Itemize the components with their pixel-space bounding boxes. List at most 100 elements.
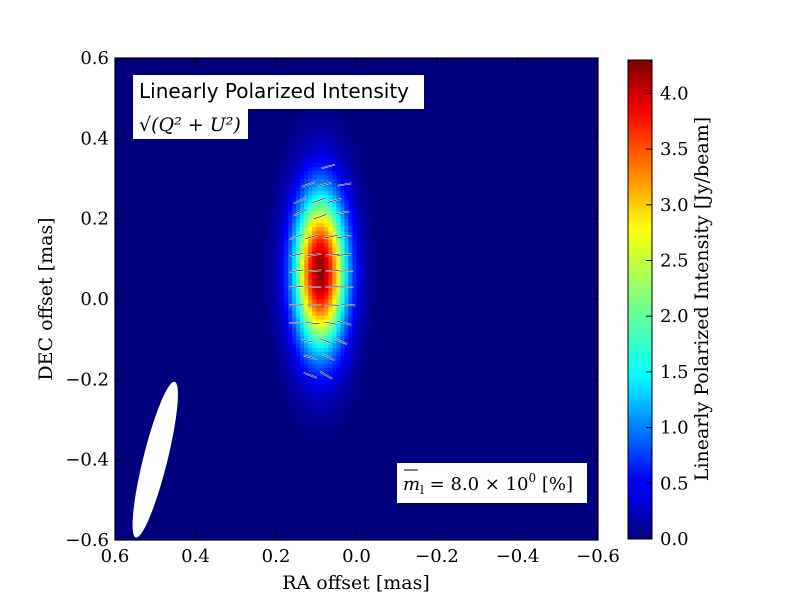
heatmap-cell bbox=[271, 182, 277, 188]
heatmap-cell bbox=[340, 363, 346, 368]
heatmap-cell bbox=[316, 150, 321, 155]
heatmap-cell bbox=[308, 114, 313, 119]
heatmap-cell bbox=[292, 286, 297, 292]
heatmap-cell bbox=[312, 347, 317, 352]
heatmap-cell bbox=[263, 254, 269, 260]
heatmap-cell bbox=[332, 178, 337, 184]
heatmap-cell bbox=[308, 190, 313, 196]
heatmap-cell bbox=[328, 311, 333, 316]
heatmap-cell bbox=[344, 134, 350, 139]
heatmap-cell bbox=[344, 230, 350, 236]
heatmap-cell bbox=[336, 307, 342, 312]
heatmap-cell bbox=[308, 270, 313, 276]
heatmap-cell bbox=[276, 327, 281, 332]
heatmap-cell bbox=[288, 359, 293, 364]
heatmap-cell bbox=[348, 218, 354, 224]
heatmap-cell bbox=[292, 146, 297, 151]
heatmap-cell bbox=[263, 294, 269, 300]
heatmap-cell bbox=[360, 246, 366, 252]
heatmap-cell bbox=[336, 423, 342, 429]
heatmap-cell bbox=[276, 375, 281, 380]
heatmap-cell bbox=[352, 186, 358, 192]
heatmap-cell bbox=[352, 170, 358, 176]
heatmap-cell bbox=[356, 355, 362, 360]
heatmap-cell bbox=[316, 142, 321, 147]
heatmap-cell bbox=[292, 258, 297, 264]
heatmap-cell bbox=[288, 282, 293, 288]
heatmap-cell bbox=[320, 383, 325, 388]
heatmap-cell bbox=[316, 242, 321, 248]
heatmap-cell bbox=[372, 266, 378, 272]
heatmap-cell bbox=[336, 415, 342, 421]
heatmap-cell bbox=[284, 286, 289, 292]
heatmap-cell bbox=[336, 162, 342, 168]
heatmap-cell bbox=[332, 319, 337, 324]
heatmap-cell bbox=[348, 331, 354, 336]
heatmap-cell bbox=[292, 347, 297, 352]
heatmap-cell bbox=[312, 335, 317, 340]
heatmap-cell bbox=[356, 331, 362, 336]
heatmap-cell bbox=[324, 427, 329, 433]
heatmap-cell bbox=[368, 222, 374, 228]
heatmap-cell bbox=[271, 254, 277, 260]
heatmap-cell bbox=[300, 130, 305, 135]
heatmap-cell bbox=[288, 278, 293, 284]
heatmap-cell bbox=[271, 339, 277, 344]
heatmap-cell bbox=[271, 307, 277, 312]
heatmap-cell bbox=[336, 146, 342, 151]
heatmap-cell bbox=[280, 343, 285, 348]
heatmap-cell bbox=[304, 387, 309, 392]
heatmap-cell bbox=[356, 294, 362, 300]
heatmap-cell bbox=[364, 359, 370, 364]
heatmap-cell bbox=[308, 218, 313, 224]
heatmap-cell bbox=[340, 122, 346, 127]
heatmap-cell bbox=[288, 234, 293, 240]
heatmap-cell bbox=[316, 154, 321, 160]
heatmap-cell bbox=[316, 335, 321, 340]
heatmap-cell bbox=[328, 299, 333, 304]
heatmap-cell bbox=[267, 315, 273, 320]
heatmap-cell bbox=[356, 186, 362, 192]
heatmap-cell bbox=[320, 126, 325, 131]
y-tick-label: 0.6 bbox=[80, 48, 109, 69]
heatmap-cell bbox=[364, 210, 370, 216]
heatmap-cell bbox=[284, 375, 289, 380]
heatmap-cell bbox=[308, 158, 313, 164]
heatmap-cell bbox=[276, 234, 281, 240]
heatmap-cell bbox=[288, 407, 293, 413]
heatmap-cell bbox=[328, 331, 333, 336]
heatmap-cell bbox=[304, 307, 309, 312]
heatmap-cell bbox=[332, 411, 337, 417]
heatmap-cell bbox=[296, 158, 301, 164]
x-axis-ticks: 0.6 0.4 0.2 0.0 −0.2 −0.4 −0.6 bbox=[101, 58, 620, 567]
heatmap-cell bbox=[284, 162, 289, 168]
heatmap-cell bbox=[364, 178, 370, 184]
heatmap-cell bbox=[304, 246, 309, 252]
heatmap-cell bbox=[320, 142, 325, 147]
heatmap-cell bbox=[336, 339, 342, 344]
heatmap-cell bbox=[332, 266, 337, 272]
heatmap-cell bbox=[284, 282, 289, 288]
heatmap-cell bbox=[356, 234, 362, 240]
heatmap-cell bbox=[324, 146, 329, 151]
heatmap-cell bbox=[360, 258, 366, 264]
heatmap-cell bbox=[276, 194, 281, 200]
heatmap-cell bbox=[304, 134, 309, 139]
heatmap-cell bbox=[348, 222, 354, 228]
heatmap-cell bbox=[328, 274, 333, 280]
heatmap-cell bbox=[308, 347, 313, 352]
heatmap-cell bbox=[308, 351, 313, 356]
heatmap-cell bbox=[284, 391, 289, 396]
heatmap-cell bbox=[292, 218, 297, 224]
heatmap-cell bbox=[292, 307, 297, 312]
heatmap-cell bbox=[276, 274, 281, 280]
heatmap-cell bbox=[356, 182, 362, 188]
heatmap-cell bbox=[304, 347, 309, 352]
heatmap-cell bbox=[340, 146, 346, 151]
heatmap-cell bbox=[300, 254, 305, 260]
heatmap-cell bbox=[352, 250, 358, 256]
heatmap-cell bbox=[360, 214, 366, 220]
heatmap-cell bbox=[284, 178, 289, 184]
heatmap-cell bbox=[344, 186, 350, 192]
heatmap-cell bbox=[300, 214, 305, 220]
